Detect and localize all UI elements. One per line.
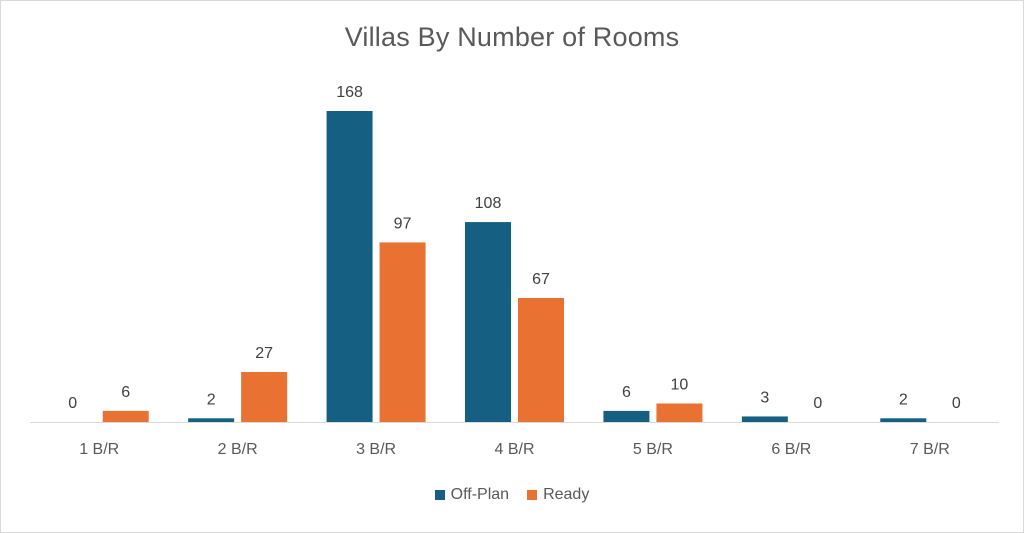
bar-ready-4 [518, 297, 564, 422]
bar-ready-3 [379, 242, 426, 422]
data-label-off-plan-5: 6 [622, 384, 631, 401]
data-label-ready-3: 97 [394, 215, 412, 232]
data-label-off-plan-2: 2 [207, 391, 216, 408]
legend-label-ready: Ready [543, 486, 590, 503]
x-tick-label: 7 B/R [910, 441, 950, 458]
x-tick-label: 1 B/R [79, 441, 119, 458]
data-label-off-plan-7: 2 [899, 391, 908, 408]
legend-swatch-ready [527, 490, 538, 500]
legend-item-off-plan: Off-Plan [434, 486, 510, 504]
data-label-ready-6: 0 [813, 395, 822, 412]
legend-swatch-off-plan [434, 490, 445, 500]
data-label-ready-2: 27 [255, 345, 273, 362]
bar-ready-5 [656, 403, 703, 422]
data-label-ready-4: 67 [532, 271, 550, 288]
bar-off-plan-6 [741, 416, 788, 422]
data-label-off-plan-4: 108 [475, 195, 502, 212]
bar-ready-1 [102, 410, 149, 422]
bar-off-plan-4 [465, 222, 511, 422]
data-label-off-plan-3: 168 [336, 84, 363, 101]
legend-item-ready: Ready [527, 486, 589, 504]
bar-off-plan-7 [880, 418, 927, 422]
x-tick-label: 3 B/R [356, 441, 396, 458]
bar-off-plan-3 [326, 111, 373, 422]
data-label-ready-1: 6 [121, 384, 130, 401]
data-label-ready-7: 0 [952, 395, 961, 412]
x-tick-label: 6 B/R [771, 441, 811, 458]
x-tick-label: 5 B/R [633, 441, 673, 458]
data-label-ready-5: 10 [671, 376, 689, 393]
data-label-off-plan-6: 3 [760, 389, 769, 406]
legend-label-off-plan: Off-Plan [450, 486, 510, 503]
legend: Off-Plan Ready [0, 486, 1024, 504]
chart-title: Villas By Number of Rooms [344, 22, 680, 52]
bar-ready-2 [241, 372, 288, 422]
data-label-off-plan-1: 0 [68, 395, 77, 412]
x-tick-label: 4 B/R [494, 441, 534, 458]
x-tick-label: 2 B/R [218, 441, 258, 458]
bar-off-plan-5 [603, 410, 650, 422]
bar-off-plan-2 [188, 418, 235, 422]
